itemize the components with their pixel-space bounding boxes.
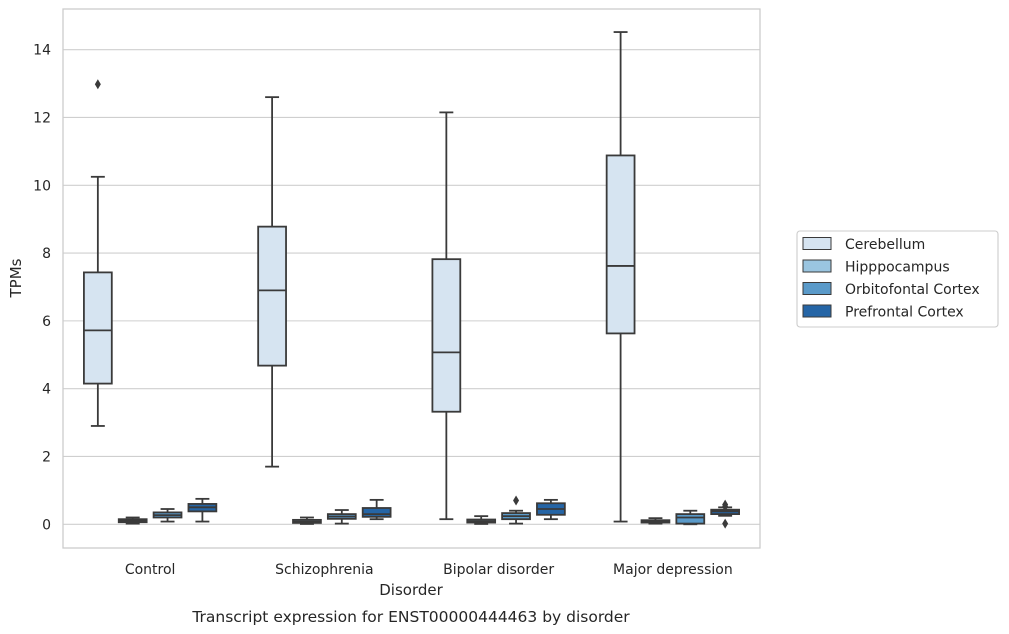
plot-frame xyxy=(62,8,761,549)
box-prefrontal-cortex xyxy=(710,499,740,529)
x-tick-label: Major depression xyxy=(613,562,733,578)
y-tick-label: 8 xyxy=(42,246,51,262)
y-tick-label: 12 xyxy=(33,110,51,126)
legend-swatch xyxy=(802,237,832,250)
y-axis-label: TPMs xyxy=(7,258,25,298)
legend-label: Cerebellum xyxy=(845,237,925,253)
legend-swatch xyxy=(802,259,832,273)
x-tick-label: Bipolar disorder xyxy=(443,562,554,578)
iqr-box xyxy=(605,154,636,335)
box-hipppocampus xyxy=(292,516,322,525)
y-tick-label: 6 xyxy=(42,314,51,330)
outlier-point xyxy=(722,518,729,529)
figure-caption: Transcript expression for ENST0000044446… xyxy=(191,608,630,626)
outlier-point xyxy=(722,501,729,512)
x-axis-label: Disorder xyxy=(379,581,443,599)
box-prefrontal-cortex xyxy=(361,498,392,521)
box-hipppocampus xyxy=(466,515,497,525)
y-tick-label: 14 xyxy=(33,43,51,59)
y-tick-label: 4 xyxy=(42,382,51,398)
iqr-box xyxy=(361,507,392,518)
legend-label: Hipppocampus xyxy=(845,260,950,276)
legend-label: Prefrontal Cortex xyxy=(845,305,964,321)
legend-swatch xyxy=(802,282,832,295)
box-cerebellum xyxy=(605,31,636,523)
box-hipppocampus xyxy=(640,517,671,525)
iqr-box xyxy=(257,225,287,367)
box-orbitofontal-cortex xyxy=(152,508,183,523)
legend-swatch xyxy=(802,304,832,318)
box-cerebellum xyxy=(257,96,287,468)
iqr-box xyxy=(675,513,706,525)
outlier-point xyxy=(94,79,101,90)
x-tick-label: Control xyxy=(125,562,176,578)
x-tick-labels: Control Schizophrenia Bipolar disorder Majo… xyxy=(125,562,733,578)
box-orbitofontal-cortex xyxy=(501,495,531,525)
box-prefrontal-cortex xyxy=(187,497,218,523)
legend: Cerebellum Hipppocampus Orbitofontal Corte… xyxy=(796,230,999,328)
iqr-box xyxy=(431,258,462,413)
y-tick-label: 0 xyxy=(42,517,51,533)
gridlines xyxy=(63,49,760,525)
box-orbitofontal-cortex xyxy=(326,509,357,525)
box-hipppocampus xyxy=(117,516,148,525)
y-tick-label: 10 xyxy=(33,178,51,194)
box-plots xyxy=(83,31,740,529)
box-orbitofontal-cortex xyxy=(675,509,706,526)
iqr-box xyxy=(83,271,113,385)
legend-label: Orbitofontal Cortex xyxy=(845,282,980,298)
y-tick-labels: 0 2 4 6 8 10 12 14 xyxy=(33,43,51,534)
y-tick-label: 2 xyxy=(42,449,51,465)
outlier-point xyxy=(513,495,520,506)
x-tick-label: Schizophrenia xyxy=(275,562,373,578)
box-cerebellum xyxy=(83,79,113,427)
box-cerebellum xyxy=(431,111,462,521)
box-prefrontal-cortex xyxy=(536,498,566,521)
legend-frame xyxy=(796,230,999,328)
